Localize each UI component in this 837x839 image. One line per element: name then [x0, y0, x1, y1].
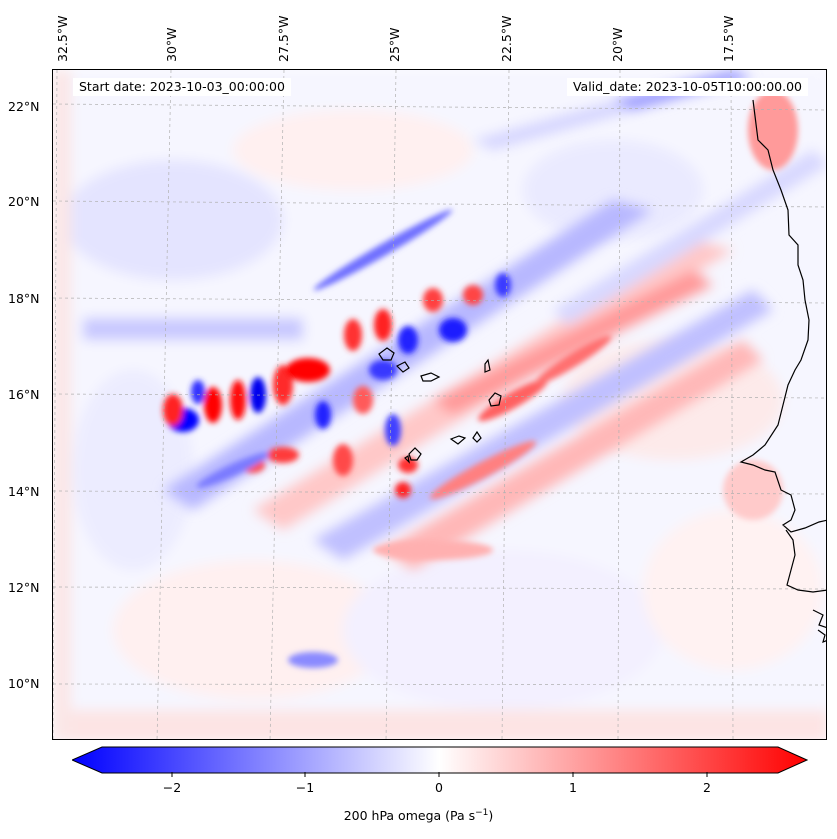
- graticule: [53, 70, 826, 739]
- colorbar-tick-label: 0: [435, 780, 443, 795]
- colorbar-title-superscript: −1: [475, 808, 489, 818]
- lon-label: 20°W: [610, 27, 625, 62]
- colorbar-title-end: ): [488, 808, 494, 824]
- lon-label: 27.5°W: [276, 15, 291, 62]
- colorbar-gradient: [70, 746, 809, 774]
- lat-label: 10°N: [8, 676, 40, 691]
- convective-cells: [163, 90, 798, 668]
- diagonal-bands: [163, 70, 826, 570]
- lon-label: 30°W: [164, 27, 179, 62]
- lat-label: 22°N: [8, 99, 40, 114]
- map-panel[interactable]: Start date: 2023-10-03_00:00:00 Valid_da…: [52, 69, 827, 740]
- lat-label: 18°N: [8, 291, 40, 306]
- cape-verde-islands: [378, 347, 502, 464]
- lon-label: 17.5°W: [721, 15, 736, 62]
- lat-label: 20°N: [8, 194, 40, 209]
- lon-label: 22.5°W: [499, 15, 514, 62]
- lon-label: 25°W: [387, 27, 402, 62]
- colorbar-title: 200 hPa omega (Pa s−1): [0, 808, 837, 823]
- lat-label: 12°N: [8, 580, 40, 595]
- start-date-label: Start date: 2023-10-03_00:00:00: [73, 78, 291, 96]
- omega-field: [53, 70, 826, 739]
- colorbar-tick-label: −2: [162, 780, 182, 795]
- colorbar-tick-label: 2: [703, 780, 711, 795]
- colorbar-tick-label: 1: [569, 780, 577, 795]
- coastline: [739, 99, 826, 644]
- colorbar-title-main: 200 hPa omega (Pa s: [343, 808, 476, 824]
- colorbar: [70, 746, 809, 774]
- lat-label: 14°N: [8, 484, 40, 499]
- colorbar-tick-label: −1: [295, 780, 315, 795]
- lat-label: 16°N: [8, 387, 40, 402]
- colorbar-tick-marks: [171, 772, 708, 777]
- valid-date-label: Valid_date: 2023-10-05T10:00:00.00: [566, 78, 808, 96]
- lon-label: 32.5°W: [55, 15, 70, 62]
